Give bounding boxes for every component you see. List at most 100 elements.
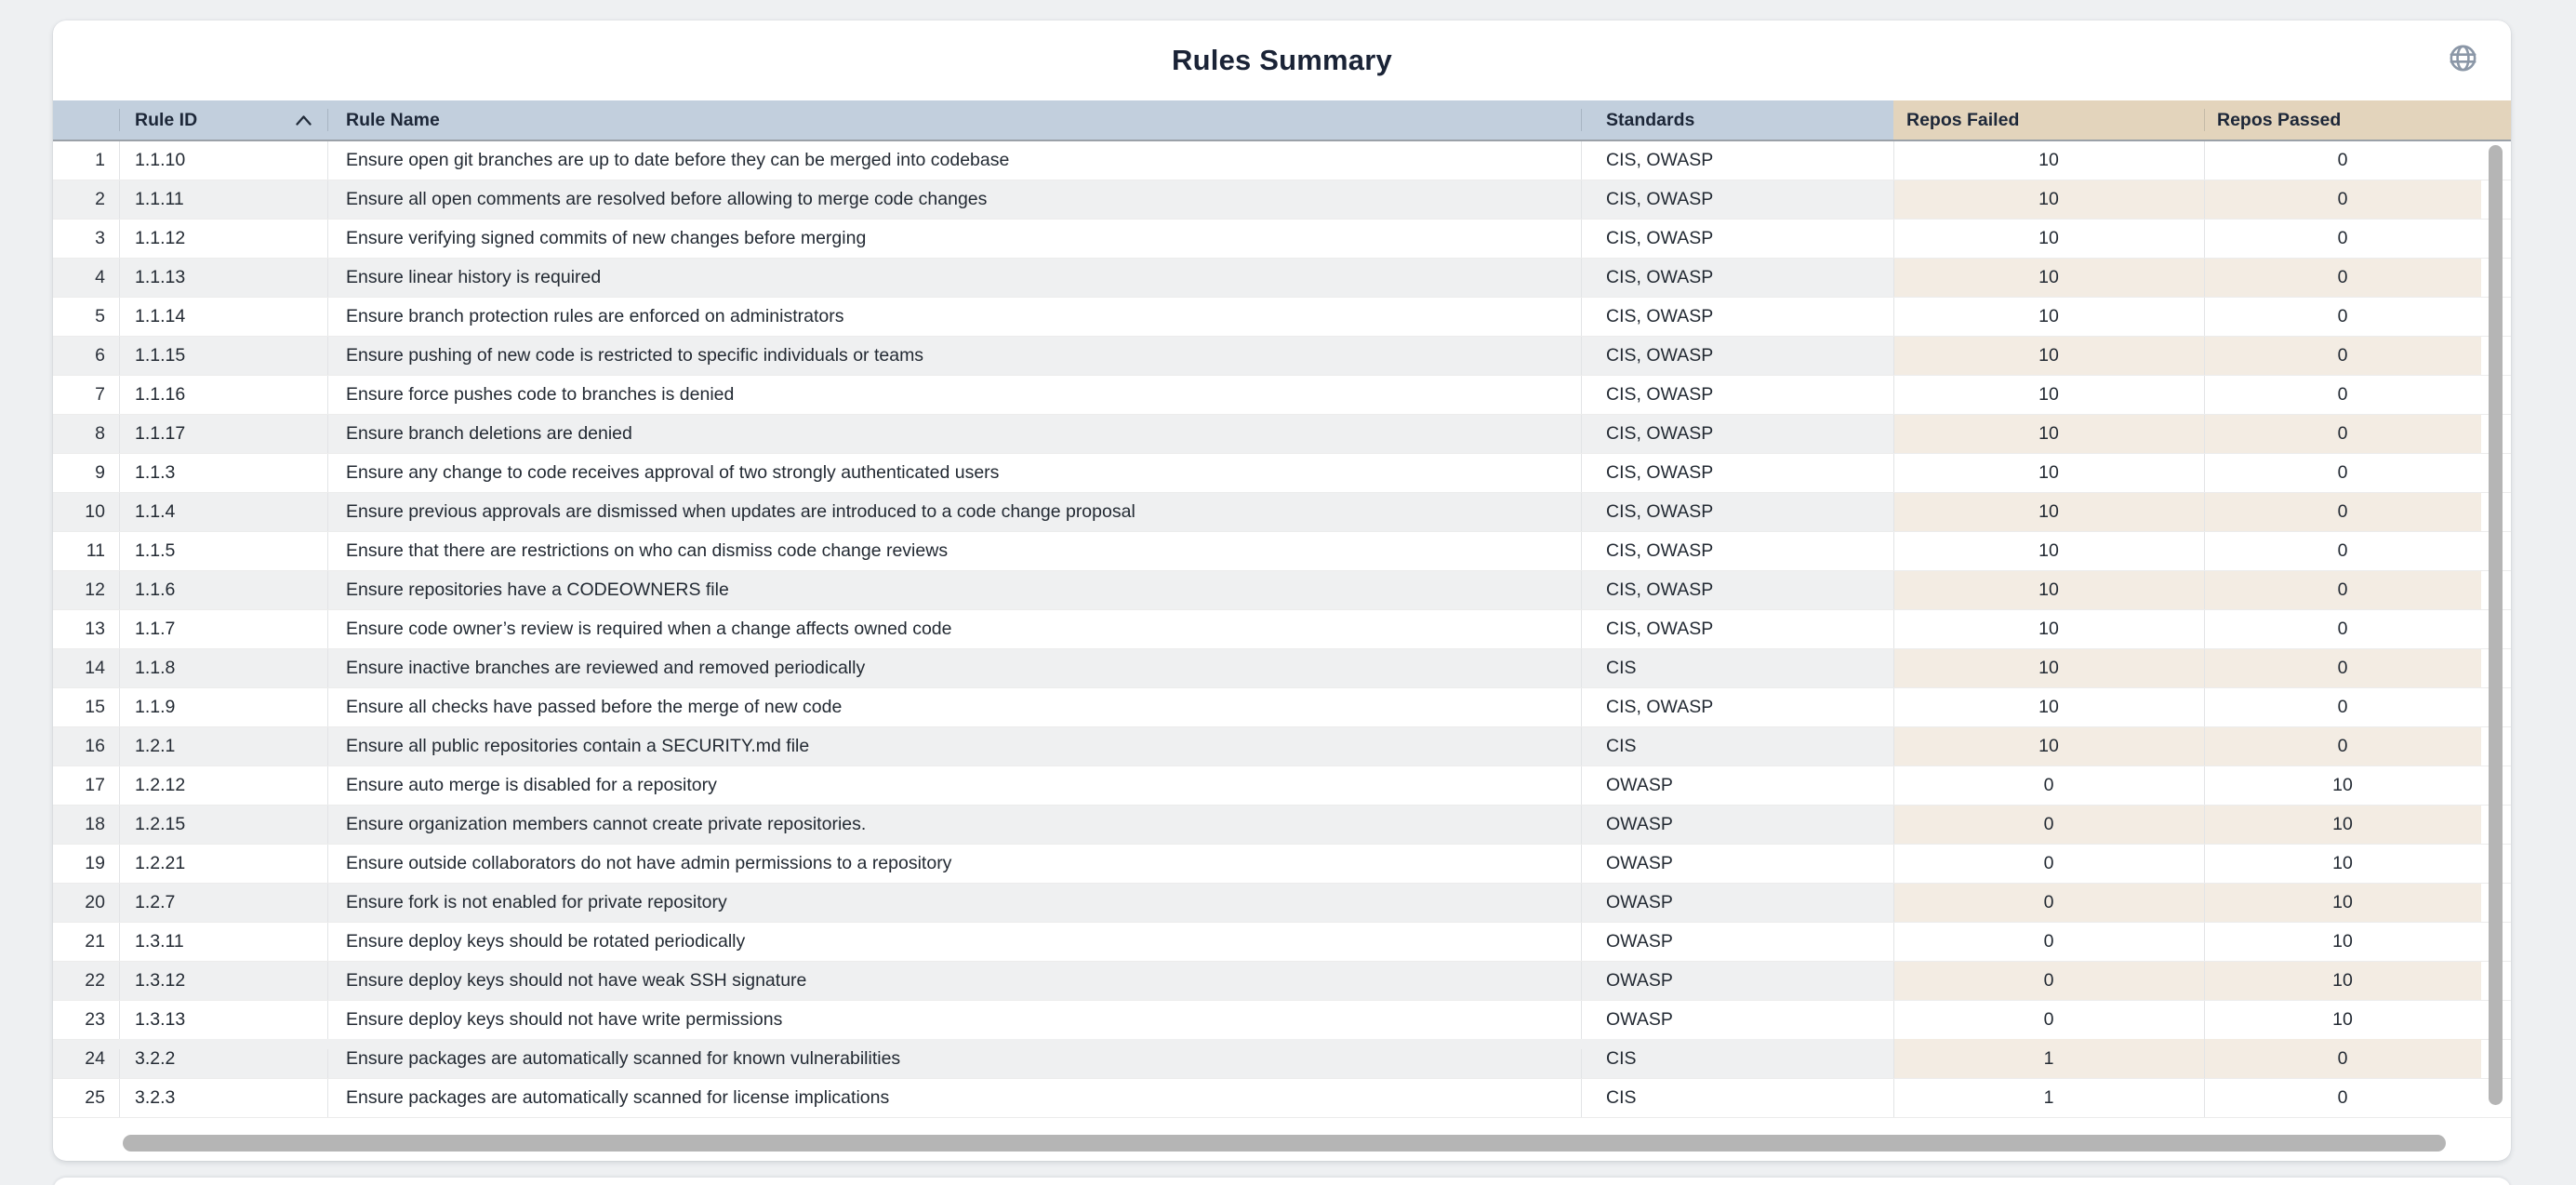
table-row[interactable]: 6 1.1.15 Ensure pushing of new code is res… bbox=[53, 337, 2511, 376]
table-row[interactable]: 22 1.3.12 Ensure deploy keys should not ha… bbox=[53, 962, 2511, 1001]
table-row[interactable]: 19 1.2.21 Ensure outside collaborators do … bbox=[53, 845, 2511, 884]
cell-num: 17 bbox=[85, 775, 105, 795]
cell-standards: OWASP bbox=[1581, 884, 1893, 922]
column-header-repos-passed[interactable]: Repos Passed bbox=[2204, 100, 2511, 140]
table-row[interactable]: 21 1.3.11 Ensure deploy keys should be rot… bbox=[53, 923, 2511, 962]
cell-rule-id: 1.2.15 bbox=[119, 806, 327, 844]
globe-icon[interactable] bbox=[2446, 41, 2479, 74]
cell-repos-passed: 0 bbox=[2204, 688, 2481, 726]
table-row[interactable]: 5 1.1.14 Ensure branch protection rules ar… bbox=[53, 298, 2511, 337]
table-row[interactable]: 8 1.1.17 Ensure branch deletions are denie… bbox=[53, 415, 2511, 454]
cell-repos-failed: 10 bbox=[1893, 532, 2204, 570]
table-row[interactable]: 11 1.1.5 Ensure that there are restriction… bbox=[53, 532, 2511, 571]
table-row[interactable]: 10 1.1.4 Ensure previous approvals are dis… bbox=[53, 493, 2511, 532]
cell-repos-failed: 0 bbox=[1893, 962, 2204, 1000]
cell-standards: CIS bbox=[1581, 727, 1893, 766]
cell-rule-id: 1.1.4 bbox=[119, 493, 327, 531]
page-title: Rules Summary bbox=[1172, 44, 1392, 76]
cell-num: 23 bbox=[85, 1009, 105, 1030]
cell-rule-id: 1.1.6 bbox=[119, 571, 327, 609]
table-row[interactable]: 9 1.1.3 Ensure any change to code receives… bbox=[53, 454, 2511, 493]
column-header-standards[interactable]: Standards bbox=[1581, 100, 1893, 140]
column-header-rule-name[interactable]: Rule Name bbox=[327, 100, 1581, 140]
column-header-label: Standards bbox=[1606, 109, 1695, 130]
cell-rule-name: Ensure code owner’s review is required w… bbox=[327, 610, 1581, 648]
cell-rule-id: 1.2.12 bbox=[119, 766, 327, 805]
vertical-scrollbar[interactable] bbox=[2489, 145, 2503, 1105]
cell-standards: CIS, OWASP bbox=[1581, 337, 1893, 375]
cell-repos-passed: 10 bbox=[2204, 884, 2481, 922]
cell-repos-failed: 10 bbox=[1893, 180, 2204, 219]
cell-standards: CIS, OWASP bbox=[1581, 571, 1893, 609]
column-header-label: Rule ID bbox=[135, 109, 198, 130]
cell-rule-id: 1.1.8 bbox=[119, 649, 327, 687]
cell-num: 5 bbox=[95, 306, 105, 326]
cell-repos-failed: 10 bbox=[1893, 376, 2204, 414]
cell-rule-name: Ensure branch deletions are denied bbox=[327, 415, 1581, 453]
cell-repos-passed: 0 bbox=[2204, 727, 2481, 766]
cell-standards: CIS, OWASP bbox=[1581, 220, 1893, 258]
table-row[interactable]: 13 1.1.7 Ensure code owner’s review is req… bbox=[53, 610, 2511, 649]
table-row[interactable]: 18 1.2.15 Ensure organization members cann… bbox=[53, 806, 2511, 845]
cell-repos-failed: 10 bbox=[1893, 454, 2204, 492]
cell-num: 7 bbox=[95, 384, 105, 405]
table-row[interactable]: 3 1.1.12 Ensure verifying signed commits o… bbox=[53, 220, 2511, 259]
cell-repos-failed: 10 bbox=[1893, 610, 2204, 648]
partial-row bbox=[119, 1039, 2481, 1049]
cell-num: 24 bbox=[53, 1040, 119, 1078]
column-header-label: Rule Name bbox=[346, 109, 440, 130]
cell-rule-id: 1.1.3 bbox=[119, 454, 327, 492]
cell-num: 1 bbox=[95, 150, 105, 170]
cell-repos-passed: 0 bbox=[2204, 532, 2481, 570]
table-row[interactable]: 7 1.1.16 Ensure force pushes code to branc… bbox=[53, 376, 2511, 415]
cell-repos-failed: 10 bbox=[1893, 727, 2204, 766]
horizontal-scrollbar[interactable] bbox=[123, 1135, 2446, 1152]
cell-repos-failed: 0 bbox=[1893, 766, 2204, 805]
cell-num: 15 bbox=[85, 697, 105, 717]
cell-rule-id: 1.1.13 bbox=[119, 259, 327, 297]
table-row[interactable]: 14 1.1.8 Ensure inactive branches are revi… bbox=[53, 649, 2511, 688]
cell-rule-name: Ensure branch protection rules are enfor… bbox=[327, 298, 1581, 336]
cell-repos-failed: 0 bbox=[1893, 845, 2204, 883]
table-row[interactable]: 15 1.1.9 Ensure all checks have passed bef… bbox=[53, 688, 2511, 727]
cell-rule-id: 3.2.3 bbox=[119, 1079, 327, 1117]
table-row[interactable]: 4 1.1.13 Ensure linear history is required… bbox=[53, 259, 2511, 298]
cell-rule-id: 1.1.5 bbox=[119, 532, 327, 570]
table-row[interactable]: 2 1.1.11 Ensure all open comments are reso… bbox=[53, 180, 2511, 220]
cell-repos-passed: 10 bbox=[2204, 962, 2481, 1000]
cell-repos-passed: 10 bbox=[2204, 766, 2481, 805]
cell-standards: OWASP bbox=[1581, 962, 1893, 1000]
table-row[interactable]: 12 1.1.6 Ensure repositories have a CODEOW… bbox=[53, 571, 2511, 610]
table-row[interactable]: 16 1.2.1 Ensure all public repositories co… bbox=[53, 727, 2511, 766]
cell-standards: CIS, OWASP bbox=[1581, 532, 1893, 570]
column-divider bbox=[1581, 109, 1582, 131]
cell-num: 19 bbox=[85, 853, 105, 873]
column-header-rule-id[interactable]: Rule ID bbox=[119, 100, 327, 140]
cell-rule-id: 1.3.13 bbox=[119, 1001, 327, 1039]
cell-repos-passed: 10 bbox=[2204, 845, 2481, 883]
cell-repos-passed: 0 bbox=[2204, 493, 2481, 531]
cell-rule-name: Ensure deploy keys should be rotated per… bbox=[327, 923, 1581, 961]
cell-rule-name: Ensure previous approvals are dismissed … bbox=[327, 493, 1581, 531]
cell-repos-failed: 10 bbox=[1893, 259, 2204, 297]
column-header-row-number bbox=[53, 100, 119, 140]
cell-standards: CIS bbox=[1581, 1079, 1893, 1117]
cell-num: 14 bbox=[53, 649, 119, 687]
cell-rule-id: 1.2.21 bbox=[119, 845, 327, 883]
cell-rule-name: Ensure verifying signed commits of new c… bbox=[327, 220, 1581, 258]
table-row[interactable]: 1 1.1.10 Ensure open git branches are up t… bbox=[53, 141, 2511, 180]
table-header: Rule ID Rule Name Standards Repos Failed… bbox=[53, 100, 2511, 141]
cell-repos-passed: 10 bbox=[2204, 806, 2481, 844]
cell-standards: CIS, OWASP bbox=[1581, 493, 1893, 531]
table-row[interactable]: 20 1.2.7 Ensure fork is not enabled for pr… bbox=[53, 884, 2511, 923]
table-row[interactable]: 25 3.2.3 Ensure packages are automatically… bbox=[53, 1079, 2511, 1118]
column-header-label: Repos Passed bbox=[2217, 109, 2342, 130]
table-row[interactable]: 17 1.2.12 Ensure auto merge is disabled fo… bbox=[53, 766, 2511, 806]
column-header-repos-failed[interactable]: Repos Failed bbox=[1893, 100, 2204, 140]
cell-repos-passed: 10 bbox=[2204, 923, 2481, 961]
cell-repos-passed: 0 bbox=[2204, 1079, 2481, 1117]
cell-repos-failed: 10 bbox=[1893, 571, 2204, 609]
table-row[interactable]: 23 1.3.13 Ensure deploy keys should not ha… bbox=[53, 1001, 2511, 1040]
cell-rule-name: Ensure deploy keys should not have weak … bbox=[327, 962, 1581, 1000]
cell-standards: CIS, OWASP bbox=[1581, 298, 1893, 336]
